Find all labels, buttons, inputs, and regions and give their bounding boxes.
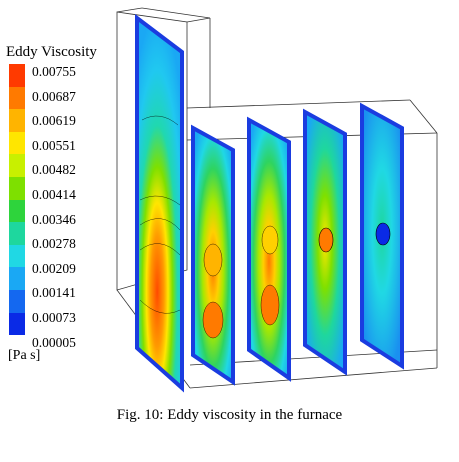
legend-swatch <box>9 199 25 223</box>
legend-tick-label: 0.00755 <box>32 64 76 79</box>
legend-tick-label: 0.00687 <box>32 88 76 104</box>
contour-lines <box>139 115 181 314</box>
core-spot-3 <box>318 227 334 253</box>
legend-tick-label: 0.00005 <box>32 334 76 350</box>
legend-title: Eddy Viscosity <box>6 44 97 60</box>
legend-swatch <box>9 176 25 200</box>
legend-swatch <box>9 222 25 245</box>
hot-spot-4 <box>261 225 279 255</box>
figure-caption: Fig. 10: Eddy viscosity in the furnace <box>116 407 343 423</box>
legend-swatch <box>9 267 25 290</box>
legend-swatch <box>9 289 25 313</box>
hot-spot-3 <box>260 284 280 326</box>
legend-swatch <box>9 312 25 336</box>
legend-tick-label: 0.00073 <box>32 310 76 325</box>
legend-tick-label: 0.00278 <box>32 236 76 252</box>
hot-spot-2 <box>203 243 223 277</box>
legend-tick-label: 0.00141 <box>32 285 76 301</box>
hot-spot-1 <box>202 301 224 339</box>
legend-swatch <box>9 109 25 132</box>
legend-swatch <box>9 131 25 155</box>
legend-unit: [Pa s] <box>8 348 41 363</box>
legend-tick-label: 0.00209 <box>32 260 76 276</box>
legend-tick-label: 0.00619 <box>32 113 76 129</box>
furnace-contour-plot <box>116 7 438 393</box>
legend-swatch <box>9 64 25 87</box>
slice-stack <box>135 13 184 393</box>
core-spot-4 <box>375 222 391 246</box>
legend-swatch <box>9 154 25 177</box>
legend-tick-label: 0.00414 <box>32 187 76 202</box>
legend-tick-label: 0.00346 <box>32 211 76 227</box>
legend-tick-label: 0.00482 <box>32 162 76 178</box>
legend-tick-label: 0.00551 <box>32 137 76 153</box>
color-scale-bar <box>9 64 25 336</box>
legend-swatch <box>9 86 25 110</box>
legend-swatch <box>9 244 25 268</box>
